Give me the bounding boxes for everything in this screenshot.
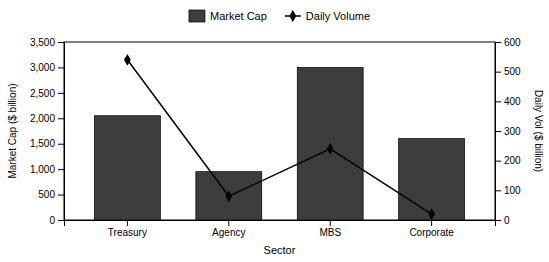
tick-mark bbox=[495, 220, 501, 221]
tick-label: 300 bbox=[504, 126, 521, 137]
tick: 0 bbox=[49, 215, 64, 226]
tick: 200 bbox=[495, 155, 521, 166]
marks bbox=[94, 54, 464, 220]
tick-label: 500 bbox=[504, 66, 521, 77]
legend-label: Daily Volume bbox=[306, 10, 370, 22]
x-axis-title: Sector bbox=[264, 244, 296, 256]
tick: Corporate bbox=[409, 220, 454, 238]
tick: 500 bbox=[38, 189, 64, 200]
y2-axis-title: Daily Vol ($ billion) bbox=[533, 90, 544, 172]
tick: 2,000 bbox=[30, 113, 64, 124]
tick-label: 200 bbox=[504, 155, 521, 166]
y-axis-title: Market Cap ($ billion) bbox=[7, 83, 18, 178]
tick: MBS bbox=[319, 220, 341, 238]
tick-label: 0 bbox=[49, 215, 55, 226]
axis-line bbox=[496, 43, 502, 221]
marker bbox=[225, 190, 232, 202]
legend-item: Market Cap bbox=[189, 10, 267, 22]
legend-swatch bbox=[189, 10, 205, 22]
tick-mark bbox=[58, 93, 64, 94]
tick: 300 bbox=[495, 126, 521, 137]
tick-label: 1,500 bbox=[30, 138, 55, 149]
tick-mark bbox=[58, 169, 64, 170]
x-axis: Treasury Agency MBS Corporate bbox=[65, 220, 496, 238]
y-axis: 0 500 1,000 1,500 2,000 2,500 3,000 3,500 bbox=[30, 37, 65, 226]
tick-mark bbox=[495, 131, 501, 132]
tick-label: 400 bbox=[504, 96, 521, 107]
tick-mark bbox=[495, 42, 501, 43]
plot: Treasury Agency MBS Corporate 0 500 1,000 1,500… bbox=[30, 37, 521, 238]
series-line bbox=[124, 54, 435, 220]
tick: Treasury bbox=[108, 220, 147, 238]
tick-mark bbox=[495, 72, 501, 73]
tick-mark bbox=[431, 220, 432, 226]
axis-line bbox=[65, 221, 496, 227]
tick-mark bbox=[58, 220, 64, 221]
tick-mark bbox=[58, 144, 64, 145]
tick-mark bbox=[58, 42, 64, 43]
tick: 3,500 bbox=[30, 37, 64, 48]
marker bbox=[428, 208, 435, 220]
tick-mark bbox=[495, 161, 501, 162]
tick: 1,500 bbox=[30, 138, 64, 149]
tick-mark bbox=[228, 220, 229, 226]
tick-label: Agency bbox=[212, 227, 245, 238]
tick: 2,500 bbox=[30, 88, 64, 99]
tick-label: 600 bbox=[504, 37, 521, 48]
legend-item: Daily Volume bbox=[285, 10, 370, 22]
tick-mark bbox=[330, 220, 331, 226]
tick-mark bbox=[495, 190, 501, 191]
tick-label: 100 bbox=[504, 185, 521, 196]
legend: Market Cap Daily Volume bbox=[189, 10, 370, 22]
y2-axis: 0 100 200 300 400 500 600 bbox=[495, 37, 521, 226]
marker bbox=[124, 54, 131, 66]
chart: Treasury Agency MBS Corporate 0 500 1,000 1,500… bbox=[0, 0, 549, 262]
tick-mark bbox=[58, 195, 64, 196]
line bbox=[127, 60, 431, 214]
tick-mark bbox=[58, 67, 64, 68]
legend-label: Market Cap bbox=[210, 10, 267, 22]
bar bbox=[297, 67, 363, 220]
tick: 100 bbox=[495, 185, 521, 196]
bar bbox=[94, 116, 160, 220]
axis-line bbox=[58, 43, 65, 221]
tick-label: 3,500 bbox=[30, 37, 55, 48]
tick-mark bbox=[495, 101, 501, 102]
bar bbox=[399, 139, 465, 220]
tick: 500 bbox=[495, 66, 521, 77]
tick-label: MBS bbox=[319, 227, 341, 238]
marker bbox=[327, 143, 334, 155]
tick-label: Treasury bbox=[108, 227, 147, 238]
tick-mark bbox=[58, 118, 64, 119]
tick-label: 2,500 bbox=[30, 88, 55, 99]
tick: 0 bbox=[495, 215, 510, 226]
plot-frame bbox=[64, 42, 495, 220]
tick-label: 500 bbox=[38, 189, 55, 200]
tick-label: 0 bbox=[504, 215, 510, 226]
tick-label: 3,000 bbox=[30, 62, 55, 73]
tick-label: 2,000 bbox=[30, 113, 55, 124]
legend-marker bbox=[289, 10, 296, 22]
tick-mark bbox=[127, 220, 128, 226]
tick: 400 bbox=[495, 96, 521, 107]
tick: 600 bbox=[495, 37, 521, 48]
tick-label: Corporate bbox=[409, 227, 454, 238]
bar bbox=[196, 172, 262, 220]
tick-label: 1,000 bbox=[30, 164, 55, 175]
tick: Agency bbox=[212, 220, 245, 238]
tick: 1,000 bbox=[30, 164, 64, 175]
tick: 3,000 bbox=[30, 62, 64, 73]
